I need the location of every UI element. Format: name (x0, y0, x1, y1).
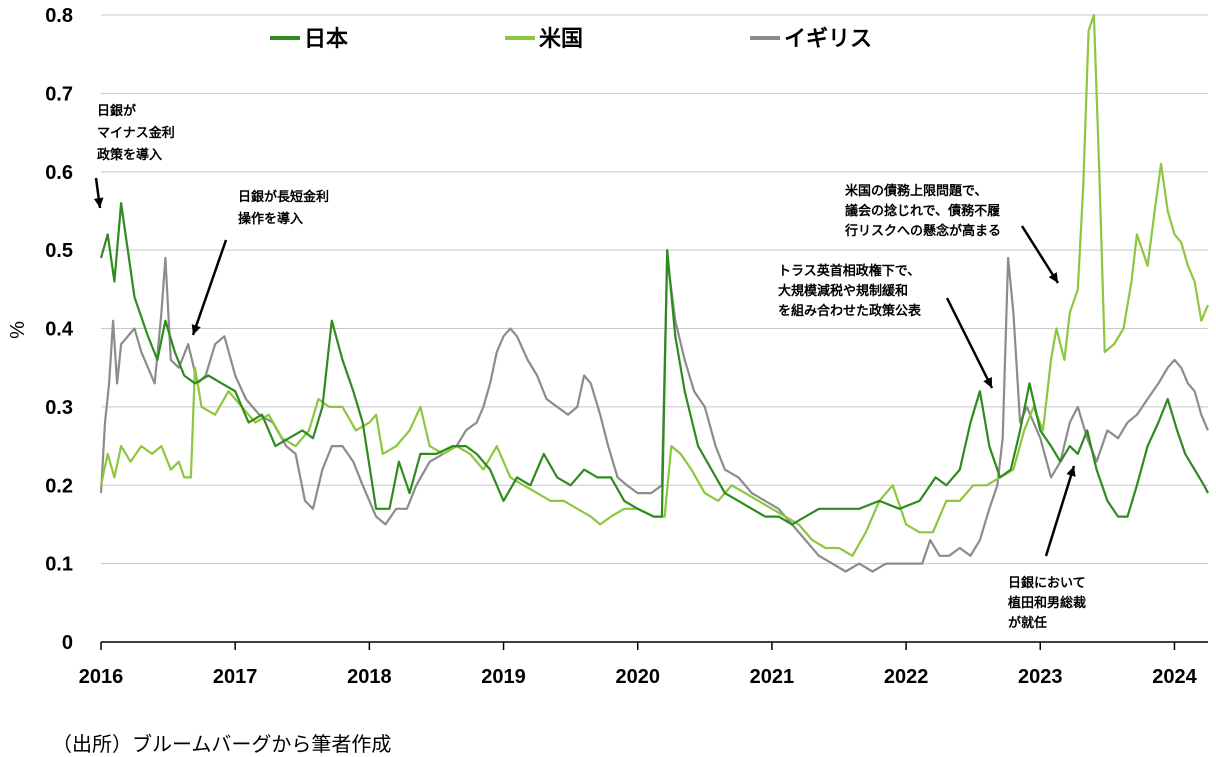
annotation-arrowhead (1048, 272, 1058, 283)
series-line-0 (99, 202, 1209, 526)
y-tick-label: 0.7 (45, 83, 73, 105)
annotation-arrow (1044, 465, 1076, 557)
source-note: （出所）ブルームバーグから筆者作成 (52, 732, 392, 756)
annotation-arrowhead (191, 324, 201, 335)
x-tick-label: 2024 (1152, 666, 1197, 688)
legend-label: イギリス (784, 27, 872, 52)
gridlines (101, 14, 1208, 565)
legend: 日本 米国 イギリス (270, 27, 872, 52)
x-tick-label: 2018 (347, 666, 392, 688)
y-tick-label: 0.6 (45, 162, 73, 184)
annotation-text: 行リスクへの懸念が高まる (844, 223, 1001, 239)
x-tick-label: 2017 (213, 666, 258, 688)
y-tick-label: 0 (62, 632, 73, 654)
annotation-arrowhead (93, 197, 104, 208)
annotation-arrow (1020, 225, 1060, 284)
y-axis-ticks: 0 0.1 0.2 0.3 0.4 0.5 0.6 0.7 0.8 (45, 5, 74, 654)
annotation-text: 米国の債務上限問題で、 (845, 183, 987, 199)
x-axis-ticks: 2016 2017 2018 2019 2020 2021 2022 2023 2024 (79, 642, 1198, 688)
annotation-text: 日銀が長短金利 (238, 189, 329, 205)
y-tick-label: 0.2 (45, 475, 73, 497)
annotation-arrowhead (983, 377, 992, 388)
x-tick-label: 2022 (884, 666, 929, 688)
x-tick-label: 2019 (481, 666, 526, 688)
annotation-text: 日銀が (97, 103, 136, 119)
y-tick-label: 0.3 (45, 397, 73, 419)
x-tick-label: 2023 (1018, 666, 1063, 688)
x-tick-label: 2021 (750, 666, 795, 688)
y-tick-label: 0.4 (45, 319, 74, 341)
y-tick-label: 0.5 (45, 240, 73, 262)
annotation-text: 植田和男総裁 (1007, 595, 1086, 611)
legend-label: 米国 (539, 27, 583, 52)
x-tick-label: 2020 (615, 666, 660, 688)
annotation-text: を組み合わせた政策公表 (778, 303, 922, 319)
y-tick-label: 0.1 (45, 554, 73, 576)
annotation-text: トラス英首相政権下で、 (778, 263, 920, 279)
series-line-1 (99, 13, 1210, 557)
series-lines (99, 13, 1210, 573)
y-tick-label: 0.8 (45, 5, 73, 27)
annotation-text: 議会の捻じれで、債務不履 (845, 203, 1000, 219)
annotation-text: 日銀において (1008, 575, 1086, 591)
x-tick-label: 2016 (79, 666, 124, 688)
series-line-2 (99, 256, 1210, 573)
annotation-arrowhead (1066, 466, 1076, 477)
annotation-text: 政策を導入 (97, 147, 162, 163)
y-axis-label: % (7, 321, 29, 339)
annotation-text: 操作を導入 (238, 211, 303, 227)
annotation-arrow (191, 239, 228, 336)
annotation-text: マイナス金利 (97, 125, 175, 141)
annotation-text: が就任 (1008, 615, 1047, 631)
legend-label: 日本 (304, 27, 348, 52)
annotation-text: 大規模減税や規制緩和 (778, 283, 908, 299)
annotation-arrow (945, 297, 994, 389)
